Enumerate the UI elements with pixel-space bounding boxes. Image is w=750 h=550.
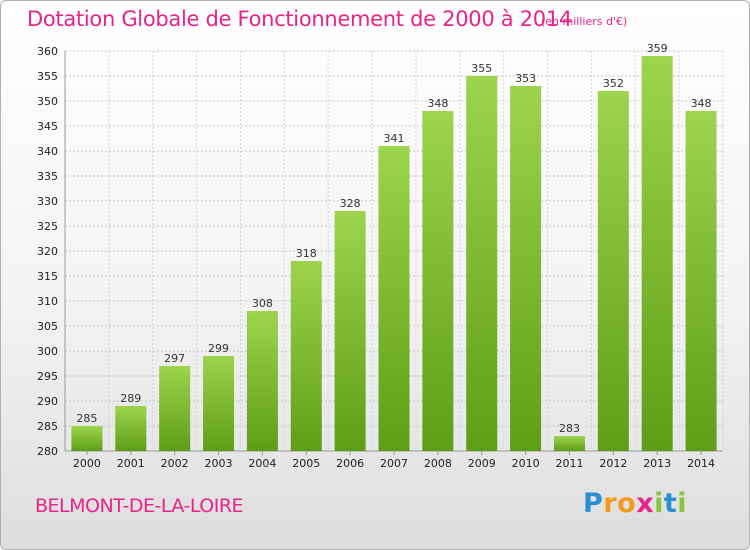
y-tick-label: 330 — [37, 195, 58, 208]
x-tick-label: 2014 — [687, 457, 715, 470]
bar-2002 — [159, 366, 191, 451]
city-name: BELMONT-DE-LA-LOIRE — [35, 495, 244, 517]
bar-2005 — [290, 261, 322, 451]
bar-2014 — [685, 111, 717, 451]
value-label: 308 — [252, 297, 273, 310]
value-label: 289 — [120, 392, 141, 405]
value-label: 341 — [384, 132, 405, 145]
logo-letter: o — [617, 488, 637, 519]
y-tick-label: 360 — [37, 45, 58, 58]
bar-2012 — [597, 91, 629, 451]
bar-2008 — [422, 111, 454, 451]
logo-letter: r — [603, 488, 618, 519]
x-tick-label: 2009 — [468, 457, 496, 470]
y-tick-label: 290 — [37, 395, 58, 408]
x-tick-label: 2011 — [555, 457, 583, 470]
logo-letter: i — [677, 488, 688, 519]
x-tick-label: 2006 — [336, 457, 364, 470]
value-label: 318 — [296, 247, 317, 260]
x-tick-label: 2012 — [599, 457, 627, 470]
value-label: 299 — [208, 342, 229, 355]
x-tick-label: 2001 — [117, 457, 145, 470]
value-label: 352 — [603, 77, 624, 90]
x-tick-label: 2000 — [73, 457, 101, 470]
value-label: 359 — [647, 42, 668, 55]
proxiti-logo: Proxiti — [583, 488, 687, 519]
y-tick-label: 300 — [37, 345, 58, 358]
bar-2010 — [510, 86, 542, 451]
y-axis-ticks: 280 285 290 295 300 305 310 315 320 325 330 335 340 3… — [37, 45, 58, 458]
value-label: 353 — [515, 72, 536, 85]
y-tick-label: 315 — [37, 270, 58, 283]
x-tick-label: 2004 — [248, 457, 276, 470]
y-tick-label: 310 — [37, 295, 58, 308]
value-label: 355 — [471, 62, 492, 75]
logo-letter: t — [663, 488, 678, 519]
value-label: 285 — [76, 412, 97, 425]
bar-2006 — [334, 211, 366, 451]
y-tick-label: 340 — [37, 145, 58, 158]
chart-subtitle: (en milliers d'€) — [541, 15, 628, 28]
y-tick-label: 280 — [37, 445, 58, 458]
logo-letter: i — [654, 488, 664, 519]
bar-2001 — [115, 406, 147, 451]
y-tick-label: 350 — [37, 95, 58, 108]
y-tick-label: 355 — [37, 70, 58, 83]
value-label: 297 — [164, 352, 185, 365]
x-tick-label: 2007 — [380, 457, 408, 470]
logo-letter: x — [636, 488, 655, 519]
bar-2011 — [553, 436, 585, 451]
value-label: 348 — [427, 97, 448, 110]
x-tick-label: 2005 — [292, 457, 320, 470]
x-tick-label: 2002 — [161, 457, 189, 470]
x-tick-label: 2008 — [424, 457, 452, 470]
value-label: 328 — [340, 197, 361, 210]
chart-title: Dotation Globale de Fonctionnement de 20… — [27, 7, 572, 31]
x-tick-label: 2013 — [643, 457, 671, 470]
y-tick-label: 345 — [37, 120, 58, 133]
y-tick-label: 285 — [37, 420, 58, 433]
bar-2003 — [203, 356, 235, 451]
y-tick-label: 295 — [37, 370, 58, 383]
value-label: 348 — [691, 97, 712, 110]
x-tick-label: 2003 — [205, 457, 233, 470]
bars — [71, 56, 717, 451]
y-tick-label: 325 — [37, 220, 58, 233]
value-label: 283 — [559, 422, 580, 435]
x-axis-ticks: 2000 2001 2002 2003 2004 2005 2006 2007 2008 2009… — [73, 451, 715, 470]
x-tick-label: 2010 — [512, 457, 540, 470]
bar-2009 — [466, 76, 498, 451]
bar-2007 — [378, 146, 410, 451]
y-tick-label: 320 — [37, 245, 58, 258]
logo-letter: P — [583, 488, 604, 519]
y-tick-label: 335 — [37, 170, 58, 183]
bar-2013 — [641, 56, 673, 451]
value-labels: 285 289 297 299 308 318 328 341 348 355 353 283 352 3… — [76, 42, 711, 435]
bar-2000 — [71, 426, 103, 451]
y-tick-label: 305 — [37, 320, 58, 333]
bar-2004 — [246, 311, 278, 451]
